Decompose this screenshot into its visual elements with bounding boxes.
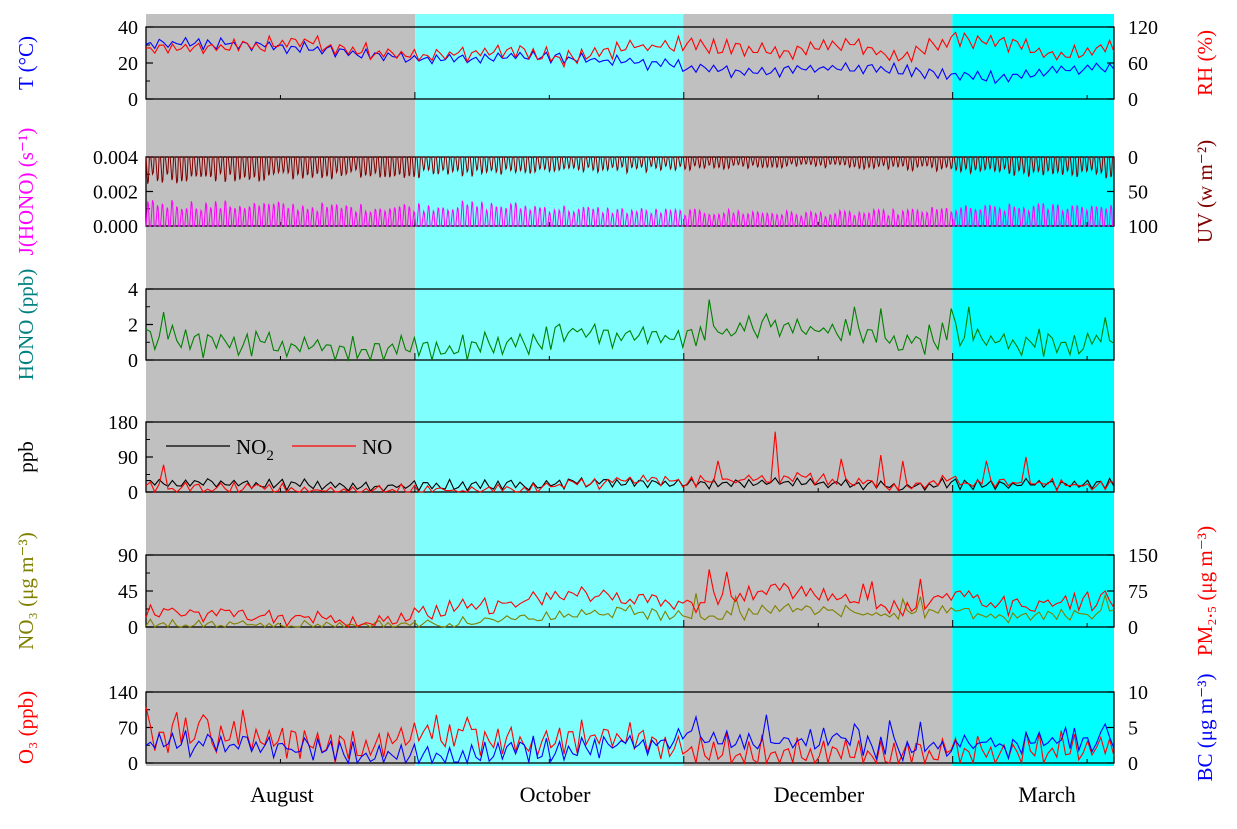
panel-hono: 0 2 4 xyxy=(128,279,1115,372)
month-labels: August October December March xyxy=(250,782,1075,807)
right-tick-label: 60 xyxy=(1128,53,1148,75)
left-tick-label: 0.002 xyxy=(93,182,138,204)
left-tick-label: 90 xyxy=(118,545,138,567)
left-tick-label: 45 xyxy=(118,581,138,603)
series-line xyxy=(145,431,1115,494)
season-band xyxy=(146,14,416,766)
left-axis-label: HONO (ppb) xyxy=(14,269,38,380)
right-axis-label: BC (μg m⁻³) xyxy=(1193,674,1217,782)
right-axis-label: UV (w m⁻²) xyxy=(1193,140,1217,243)
right-tick-label: 0 xyxy=(1128,617,1138,639)
axis-labels: T (°C) RH (%) J(HONO) (s⁻¹) UV (w m⁻²) HONO … xyxy=(14,30,1217,781)
series-line xyxy=(145,31,1115,69)
right-tick-label: 75 xyxy=(1128,581,1148,603)
panel-photolysis: 0.000 0.002 0.004 0 50 100 xyxy=(93,147,1158,238)
left-tick-label: 0 xyxy=(128,753,138,775)
left-tick-label: 40 xyxy=(118,17,138,39)
season-band xyxy=(415,14,684,766)
left-axis-label: NO₃ (μg m⁻³) xyxy=(14,532,38,650)
right-tick-label: 0 xyxy=(1128,753,1138,775)
series-line xyxy=(145,707,1115,766)
left-axis-label: O₃ (ppb) xyxy=(14,691,38,764)
right-tick-label: 120 xyxy=(1128,17,1158,39)
right-tick-label: 10 xyxy=(1128,682,1148,704)
season-bands xyxy=(146,14,1114,766)
legend-label: NO xyxy=(362,435,392,459)
right-tick-label: 5 xyxy=(1128,718,1138,740)
panel-ozone-bc: 0 70 140 0 5 10 xyxy=(108,682,1148,775)
left-axis-label: J(HONO) (s⁻¹) xyxy=(14,128,38,256)
left-axis-label: ppb xyxy=(14,441,38,473)
series-line xyxy=(145,714,1115,765)
right-tick-label: 100 xyxy=(1128,216,1158,238)
panel-aerosol: 0 45 90 0 75 150 xyxy=(118,545,1158,639)
left-tick-label: 140 xyxy=(108,682,138,704)
right-tick-label: 0 xyxy=(1128,89,1138,111)
right-tick-label: 0 xyxy=(1128,147,1138,169)
series-line xyxy=(145,156,1113,184)
left-axis-label: T (°C) xyxy=(14,36,38,90)
left-tick-label: 0.000 xyxy=(93,216,138,238)
series-line xyxy=(145,299,1115,363)
right-axis-label: RH (%) xyxy=(1193,30,1217,96)
right-axis-label: PM₂.₅ (μg m⁻³) xyxy=(1193,526,1217,656)
left-tick-label: 0.004 xyxy=(93,147,138,169)
season-band xyxy=(952,14,1114,766)
panel-meteorology: 0 20 40 0 60 120 xyxy=(118,17,1158,111)
series-line xyxy=(145,569,1115,628)
left-tick-label: 2 xyxy=(128,315,138,337)
left-tick-label: 0 xyxy=(128,89,138,111)
month-label: August xyxy=(250,782,314,807)
left-tick-label: 20 xyxy=(118,53,138,75)
series-line xyxy=(145,199,1113,227)
right-tick-label: 150 xyxy=(1128,545,1158,567)
left-tick-label: 180 xyxy=(108,412,138,434)
season-band xyxy=(683,14,953,766)
series-line xyxy=(145,36,1115,85)
left-tick-label: 0 xyxy=(128,350,138,372)
left-tick-label: 0 xyxy=(128,617,138,639)
month-label: October xyxy=(520,782,592,807)
left-tick-label: 90 xyxy=(118,447,138,469)
right-tick-label: 50 xyxy=(1128,182,1148,204)
legend-label-subscript: 2 xyxy=(266,448,274,464)
month-label: March xyxy=(1018,782,1075,807)
series-line xyxy=(145,592,1115,628)
month-label: December xyxy=(774,782,865,807)
left-tick-label: 4 xyxy=(128,279,138,301)
left-tick-label: 70 xyxy=(118,718,138,740)
left-tick-label: 0 xyxy=(128,482,138,504)
